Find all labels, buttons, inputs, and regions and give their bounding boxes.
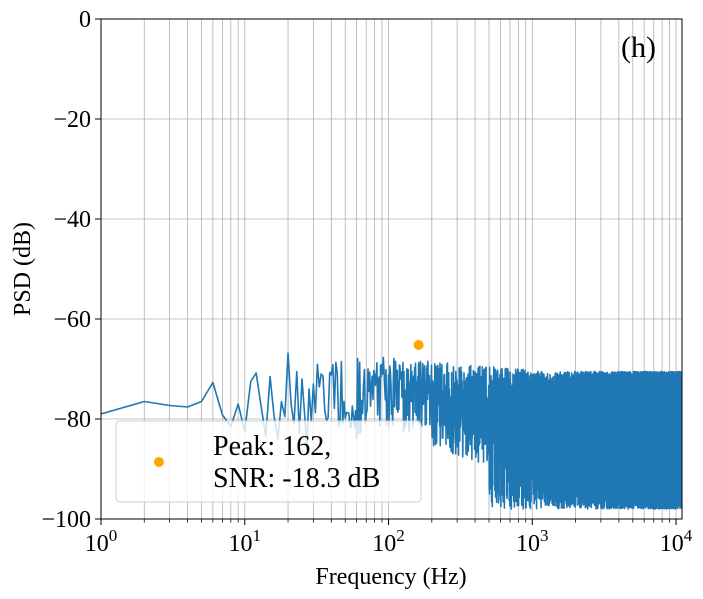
y-tick-label: −100	[41, 507, 91, 533]
y-tick-label: 0	[79, 7, 91, 33]
y-tick-label: −80	[53, 407, 91, 433]
x-axis-ticks: 100 101 102 103 104	[85, 519, 693, 557]
y-axis-label: PSD (dB)	[10, 222, 36, 316]
x-axis-label: Frequency (Hz)	[315, 564, 466, 590]
y-tick-label: −60	[53, 307, 91, 333]
y-axis-ticks: 0 −20 −40 −60 −80 −100	[41, 7, 101, 533]
panel-label: (h)	[621, 31, 656, 64]
legend-marker	[154, 457, 164, 467]
x-tick-label: 101	[229, 526, 262, 557]
legend: Peak: 162, SNR: -18.3 dB	[116, 421, 421, 502]
legend-line-2: SNR: -18.3 dB	[213, 463, 380, 494]
y-tick-label: −40	[53, 207, 91, 233]
x-tick-label: 104	[660, 526, 693, 557]
x-tick-label: 102	[372, 526, 405, 557]
peak-marker	[414, 340, 424, 350]
y-tick-label: −20	[53, 107, 91, 133]
legend-line-1: Peak: 162,	[213, 431, 331, 462]
x-tick-label: 103	[516, 526, 549, 557]
